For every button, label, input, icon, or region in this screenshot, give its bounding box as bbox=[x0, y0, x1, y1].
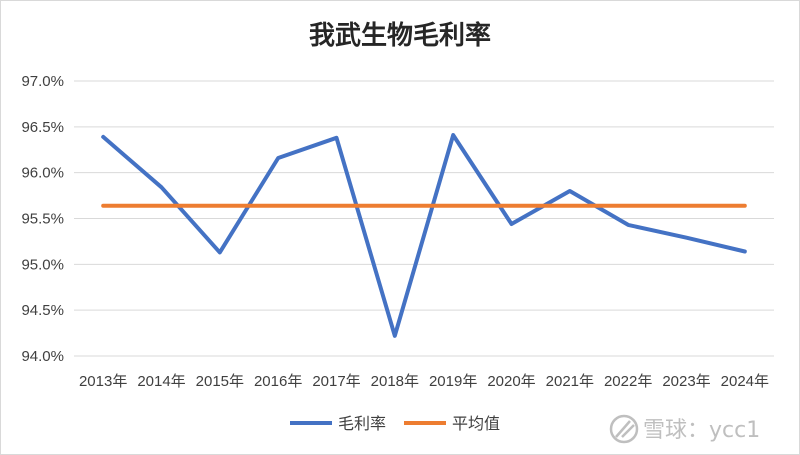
x-tick-label: 2017年 bbox=[312, 373, 360, 390]
y-tick-label: 95.5% bbox=[21, 211, 64, 228]
x-tick-label: 2021年 bbox=[546, 373, 594, 390]
watermark-text: 雪球：ycc1 bbox=[643, 418, 760, 443]
y-tick-label: 96.5% bbox=[21, 119, 64, 136]
y-tick-label: 97.0% bbox=[21, 73, 64, 90]
y-tick-label: 94.0% bbox=[21, 348, 64, 365]
series-lines bbox=[101, 133, 747, 338]
x-tick-label: 2018年 bbox=[371, 373, 419, 390]
x-tick-label: 2019年 bbox=[429, 373, 477, 390]
x-tick-label: 2016年 bbox=[254, 373, 302, 390]
x-tick-label: 2020年 bbox=[487, 373, 535, 390]
chart-title: 我武生物毛利率 bbox=[309, 20, 491, 51]
y-tick-label: 95.0% bbox=[21, 256, 64, 273]
legend-item-average: 平均值 bbox=[404, 414, 500, 433]
y-tick-label: 94.5% bbox=[21, 302, 64, 319]
x-tick-label: 2015年 bbox=[196, 373, 244, 390]
x-tick-label: 2022年 bbox=[604, 373, 652, 390]
snowball-logo-icon bbox=[609, 414, 639, 444]
x-tick-label: 2014年 bbox=[137, 373, 185, 390]
legend-item-gross-margin: 毛利率 bbox=[290, 414, 386, 433]
x-tick-label: 2024年 bbox=[721, 373, 769, 390]
legend-label-gross-margin: 毛利率 bbox=[338, 414, 386, 433]
legend-label-average: 平均值 bbox=[452, 414, 500, 433]
series-line-gross-margin bbox=[101, 133, 747, 338]
y-tick-label: 96.0% bbox=[21, 165, 64, 182]
grid-lines bbox=[74, 80, 774, 357]
x-tick-label: 2013年 bbox=[79, 373, 127, 390]
x-axis-ticks: 2013年 2014年 2015年 2016年 2017年 2018年 2019年 2020年… bbox=[79, 373, 769, 390]
legend: 毛利率 平均值 bbox=[290, 414, 500, 433]
watermark: 雪球：ycc1 bbox=[609, 414, 760, 444]
y-axis-ticks: 94.0% 94.5% 95.0% 95.5% 96.0% 96.5% 97.0% bbox=[21, 73, 64, 365]
x-tick-label: 2023年 bbox=[662, 373, 710, 390]
